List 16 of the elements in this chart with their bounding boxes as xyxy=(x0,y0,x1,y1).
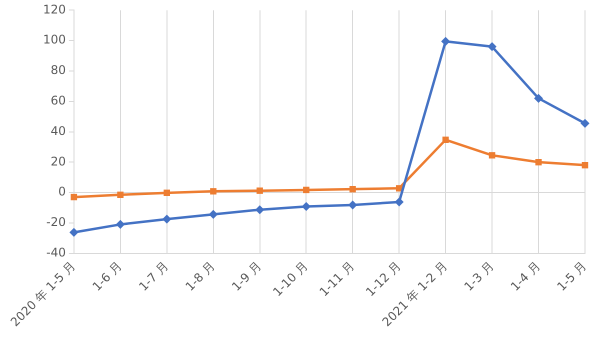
x-tick-label: 1-8 月 xyxy=(182,258,218,294)
x-tick-label: 1-4 月 xyxy=(508,258,543,294)
y-tick-label: -40 xyxy=(46,245,66,260)
x-tick-label: 1-9 月 xyxy=(229,258,264,294)
x-tick-label: 1-6 月 xyxy=(90,258,125,294)
y-tick-label: 60 xyxy=(50,93,66,108)
x-tick-label: 1-5 月 xyxy=(554,258,590,294)
y-tick-label: 120 xyxy=(43,2,66,16)
x-tick-label: 1-3 月 xyxy=(461,258,496,294)
y-tick-label: 80 xyxy=(50,63,66,78)
y-tick-label: 0 xyxy=(58,184,66,199)
y-tick-label: 20 xyxy=(50,154,66,168)
y-tick-label: 40 xyxy=(50,124,66,138)
y-tick-label: -20 xyxy=(46,215,66,230)
x-tick-label: 1-7 月 xyxy=(136,258,172,294)
y-tick-label: 100 xyxy=(43,32,66,47)
